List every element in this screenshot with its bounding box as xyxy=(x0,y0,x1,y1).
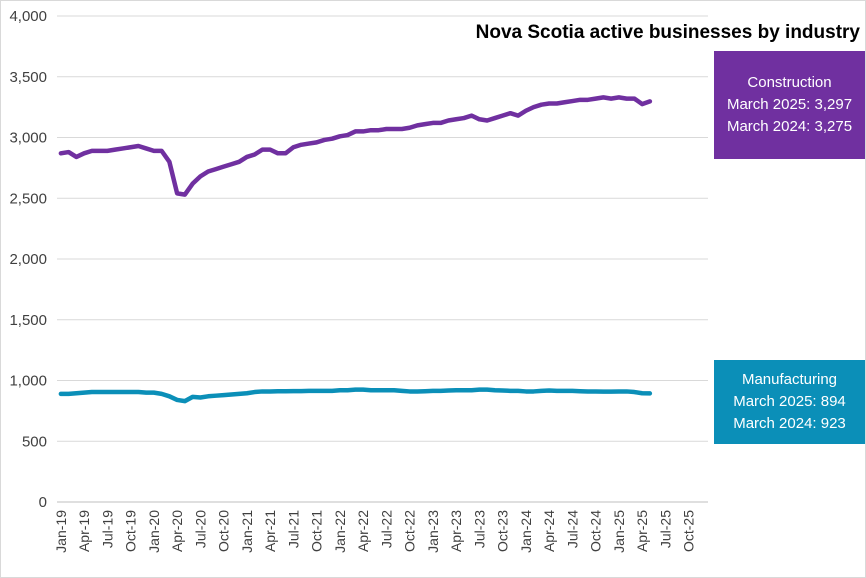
x-tick-label: Jul-23 xyxy=(471,510,487,548)
x-tick-label: Oct-23 xyxy=(495,510,511,552)
y-axis-tick-labels: 0 500 1,000 1,500 2,000 2,500 3,000 3,500 4,000 xyxy=(9,8,47,511)
x-tick-label: Apr-24 xyxy=(541,510,557,552)
manufacturing-callout-title: Manufacturing xyxy=(741,371,838,388)
x-tick-label: Apr-23 xyxy=(448,510,464,552)
x-tick-label: Jan-23 xyxy=(425,510,441,553)
construction-callout: Construction March 2025: 3,297 March 202… xyxy=(714,51,865,159)
y-tick-label: 3,000 xyxy=(9,130,47,147)
x-tick-label: Apr-19 xyxy=(76,510,92,552)
y-tick-label: 500 xyxy=(22,433,47,450)
x-tick-label: Oct-22 xyxy=(402,510,418,552)
x-tick-label: Apr-21 xyxy=(262,510,278,552)
x-tick-label: Jan-21 xyxy=(239,510,255,553)
x-tick-label: Oct-19 xyxy=(123,510,139,552)
gridlines xyxy=(57,15,708,503)
x-tick-label: Jan-19 xyxy=(53,510,69,553)
y-tick-label: 1,500 xyxy=(9,312,47,329)
y-tick-label: 3,500 xyxy=(9,69,47,86)
x-tick-label: Jul-21 xyxy=(285,510,301,548)
series-line-construction xyxy=(58,95,653,197)
series-construction xyxy=(58,95,653,197)
y-tick-label: 1,000 xyxy=(9,373,47,390)
data-series xyxy=(58,95,653,404)
y-tick-label: 4,000 xyxy=(9,8,47,25)
x-tick-label: Jul-24 xyxy=(564,510,580,548)
x-tick-label: Jan-20 xyxy=(146,510,162,553)
x-tick-label: Apr-20 xyxy=(169,510,185,552)
x-tick-label: Apr-22 xyxy=(355,510,371,552)
series-line-manufacturing xyxy=(58,387,653,404)
x-tick-label: Oct-20 xyxy=(216,510,232,552)
manufacturing-callout-march-2025: March 2025: 894 xyxy=(733,393,846,410)
x-tick-label: Jan-22 xyxy=(332,510,348,553)
series-manufacturing xyxy=(58,387,653,404)
x-tick-label: Oct-24 xyxy=(588,510,604,552)
y-tick-label: 2,000 xyxy=(9,251,47,268)
manufacturing-callout-march-2024: March 2024: 923 xyxy=(733,415,846,432)
y-tick-label: 2,500 xyxy=(9,190,47,207)
x-tick-label: Jul-25 xyxy=(657,510,673,548)
manufacturing-callout: Manufacturing March 2025: 894 March 2024… xyxy=(714,360,865,444)
x-tick-label: Jul-20 xyxy=(192,510,208,548)
construction-callout-march-2024: March 2024: 3,275 xyxy=(726,118,853,135)
x-tick-label: Jul-19 xyxy=(99,510,115,548)
x-tick-label: Jan-25 xyxy=(611,510,627,553)
y-tick-label: 0 xyxy=(39,494,47,511)
x-tick-label: Apr-25 xyxy=(634,510,650,552)
chart-title: Nova Scotia active businesses by industr… xyxy=(476,22,861,43)
x-tick-label: Oct-21 xyxy=(309,510,325,552)
x-tick-label: Oct-25 xyxy=(681,510,697,552)
x-tick-label: Jan-24 xyxy=(518,510,534,553)
x-axis-tick-labels: Jan-19 Apr-19 Jul-19 Oct-19 Jan-20 Apr-20 Jul-… xyxy=(53,510,697,553)
x-tick-label: Jul-22 xyxy=(378,510,394,548)
construction-callout-title: Construction xyxy=(747,74,832,91)
construction-callout-march-2025: March 2025: 3,297 xyxy=(726,96,853,113)
